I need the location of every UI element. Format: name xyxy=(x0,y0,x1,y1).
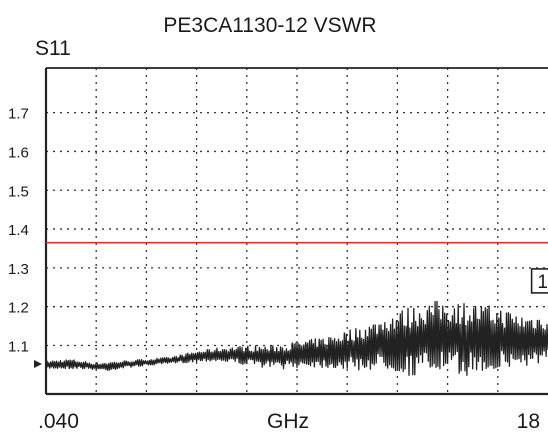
y-axis-label: S11 xyxy=(35,37,71,60)
y-tick-label: 1.3 xyxy=(8,261,29,278)
plot-area: 1.1 1.2 1.3 1.4 1.5 1.6 1.7 1 xyxy=(8,67,548,396)
y-tick-label: 1.2 xyxy=(8,300,29,317)
y-tick-label: 1.6 xyxy=(8,144,29,161)
chart-title: PE3CA1130-12 VSWR xyxy=(163,14,376,37)
reference-level-marker xyxy=(34,360,42,368)
y-tick-label: 1.7 xyxy=(8,106,29,123)
y-tick-label: 1.1 xyxy=(8,338,29,355)
x-axis-label: GHz xyxy=(267,410,309,433)
marker-label: 1 xyxy=(537,272,548,293)
y-tick-label: 1.5 xyxy=(8,183,29,200)
y-tick-label: 1.4 xyxy=(8,222,29,239)
x-axis-start-label: .040 xyxy=(38,410,79,433)
x-axis-end-label: 18 xyxy=(517,410,540,433)
vswr-trace xyxy=(45,300,548,376)
marker-box xyxy=(530,268,548,294)
